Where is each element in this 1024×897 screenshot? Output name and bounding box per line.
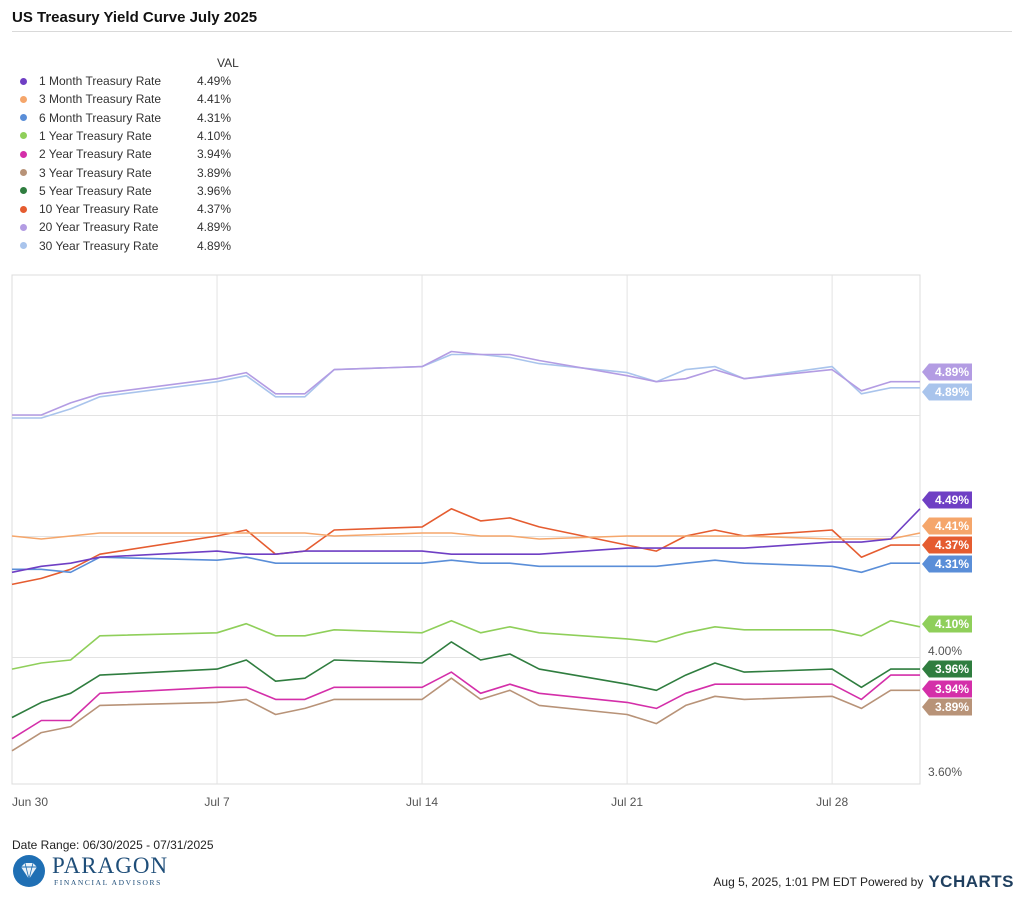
- series-line: [11, 532, 921, 540]
- end-value-label: 4.31%: [935, 557, 969, 571]
- legend-item-value: 4.89%: [197, 220, 232, 235]
- y-tick-label: 3.60%: [928, 765, 962, 779]
- legend-dot-icon: [20, 169, 27, 176]
- end-label-flag: [922, 517, 972, 535]
- legend-item: 5 Year Treasury Rate 3.96%: [20, 182, 260, 200]
- x-tick-label: Jul 21: [611, 795, 643, 809]
- legend-item: 3 Month Treasury Rate 4.41%: [20, 90, 260, 108]
- legend-item-value: 4.10%: [197, 128, 232, 143]
- legend-item-name: 3 Year Treasury Rate: [39, 165, 152, 180]
- end-label-flag: [922, 363, 972, 381]
- series-line: [11, 507, 920, 586]
- paragon-logo: PARAGON FINANCIAL ADVISORS: [12, 853, 167, 889]
- legend-item-name: 6 Month Treasury Rate: [39, 110, 162, 125]
- end-label-flag: [922, 536, 972, 554]
- legend-value-header: VAL: [217, 56, 239, 70]
- legend-item-name: 20 Year Treasury Rate: [39, 220, 159, 235]
- legend-item-name: 5 Year Treasury Rate: [39, 183, 152, 198]
- y-tick-label: 4.00%: [928, 644, 962, 658]
- legend-item: 10 Year Treasury Rate 4.37%: [20, 200, 260, 218]
- legend-dot-icon: [20, 187, 27, 195]
- series-line: [11, 619, 921, 670]
- chart-title: US Treasury Yield Curve July 2025: [12, 9, 258, 26]
- end-label-flag: [922, 698, 972, 716]
- end-value-label: 4.49%: [935, 493, 969, 507]
- legend-item: 30 Year Treasury Rate 4.89%: [20, 237, 260, 255]
- legend-item: 2 Year Treasury Rate 3.94%: [20, 145, 260, 163]
- legend-dot-icon: [20, 242, 27, 250]
- x-tick-label: Jul 28: [816, 795, 848, 809]
- series-line: [12, 350, 920, 416]
- legend-dot-icon: [20, 95, 27, 103]
- end-label-flag: [922, 555, 972, 573]
- footer-attribution: Aug 5, 2025, 1:01 PM EDT Powered by YCHA…: [713, 872, 1014, 892]
- x-tick-label: Jul 14: [406, 795, 438, 809]
- legend-dot-icon: [20, 223, 27, 231]
- legend-dot-icon: [20, 132, 27, 140]
- legend-item-value: 3.96%: [197, 183, 232, 198]
- end-value-label: 4.37%: [935, 538, 969, 552]
- legend-item-name: 1 Month Treasury Rate: [39, 74, 162, 88]
- end-value-label: 4.41%: [935, 519, 969, 533]
- legend-item: 1 Month Treasury Rate 4.49%: [20, 72, 260, 90]
- legend-item: 1 Year Treasury Rate 4.10%: [20, 127, 260, 145]
- legend-item-value: 4.37%: [197, 202, 232, 217]
- legend-item-value: 3.94%: [197, 147, 232, 162]
- series-line: [12, 556, 920, 574]
- logo-subtitle: FINANCIAL ADVISORS: [54, 878, 162, 887]
- legend-dot-icon: [20, 205, 27, 213]
- legend-item-name: 30 Year Treasury Rate: [39, 238, 159, 253]
- end-value-label: 3.96%: [935, 662, 969, 676]
- end-label-flag: [922, 660, 972, 678]
- title-divider: [12, 31, 1012, 32]
- end-label-flag: [922, 680, 972, 698]
- series-line: [11, 677, 920, 752]
- plot-area: [11, 274, 921, 785]
- legend-item-value: 4.31%: [197, 110, 232, 125]
- legend-item-name: 3 Month Treasury Rate: [39, 92, 162, 107]
- legend-item-value: 4.89%: [197, 238, 232, 253]
- legend-item: 3 Year Treasury Rate 3.89%: [20, 164, 260, 182]
- x-tick-label: Jul 7: [204, 795, 230, 809]
- legend-item-value: 4.41%: [197, 92, 232, 107]
- line-chart: Jun 30 Jul 7 Jul 14 Jul 21 Jul 28 4.00% 3.60% 4…: [11, 274, 972, 809]
- timestamp: Aug 5, 2025, 1:01 PM EDT Powered by: [713, 875, 924, 889]
- end-label-flag: [922, 383, 972, 401]
- legend-dot-icon: [20, 150, 27, 158]
- legend-item: 6 Month Treasury Rate 4.31%: [20, 109, 260, 127]
- ycharts-brand: YCHARTS: [928, 872, 1014, 891]
- legend-item-name: 2 Year Treasury Rate: [39, 147, 152, 162]
- series-line: [12, 353, 920, 419]
- end-value-label: 4.89%: [935, 385, 969, 399]
- end-value-label: 4.89%: [935, 365, 969, 379]
- end-value-label: 3.89%: [935, 700, 969, 714]
- legend-item-value: 4.49%: [197, 74, 232, 88]
- x-tick-label: Jun 30: [12, 795, 48, 809]
- legend-item-name: 1 Year Treasury Rate: [39, 128, 152, 143]
- legend-dot-icon: [20, 114, 27, 122]
- legend-item: 20 Year Treasury Rate 4.89%: [20, 218, 260, 236]
- paragon-diamond-icon: [13, 855, 45, 887]
- end-value-label: 4.10%: [935, 617, 969, 631]
- end-label-flag: [922, 615, 972, 633]
- series-line: [11, 671, 920, 740]
- series-line: [11, 508, 921, 574]
- legend-item-value: 3.89%: [197, 165, 232, 180]
- date-range: Date Range: 06/30/2025 - 07/31/2025: [12, 838, 214, 852]
- logo-name: PARAGON: [52, 853, 169, 878]
- series-line: [11, 641, 920, 719]
- end-value-label: 3.94%: [935, 682, 969, 696]
- legend-dot-icon: [20, 77, 27, 85]
- legend-item-name: 10 Year Treasury Rate: [39, 202, 159, 217]
- end-label-flag: [922, 491, 972, 509]
